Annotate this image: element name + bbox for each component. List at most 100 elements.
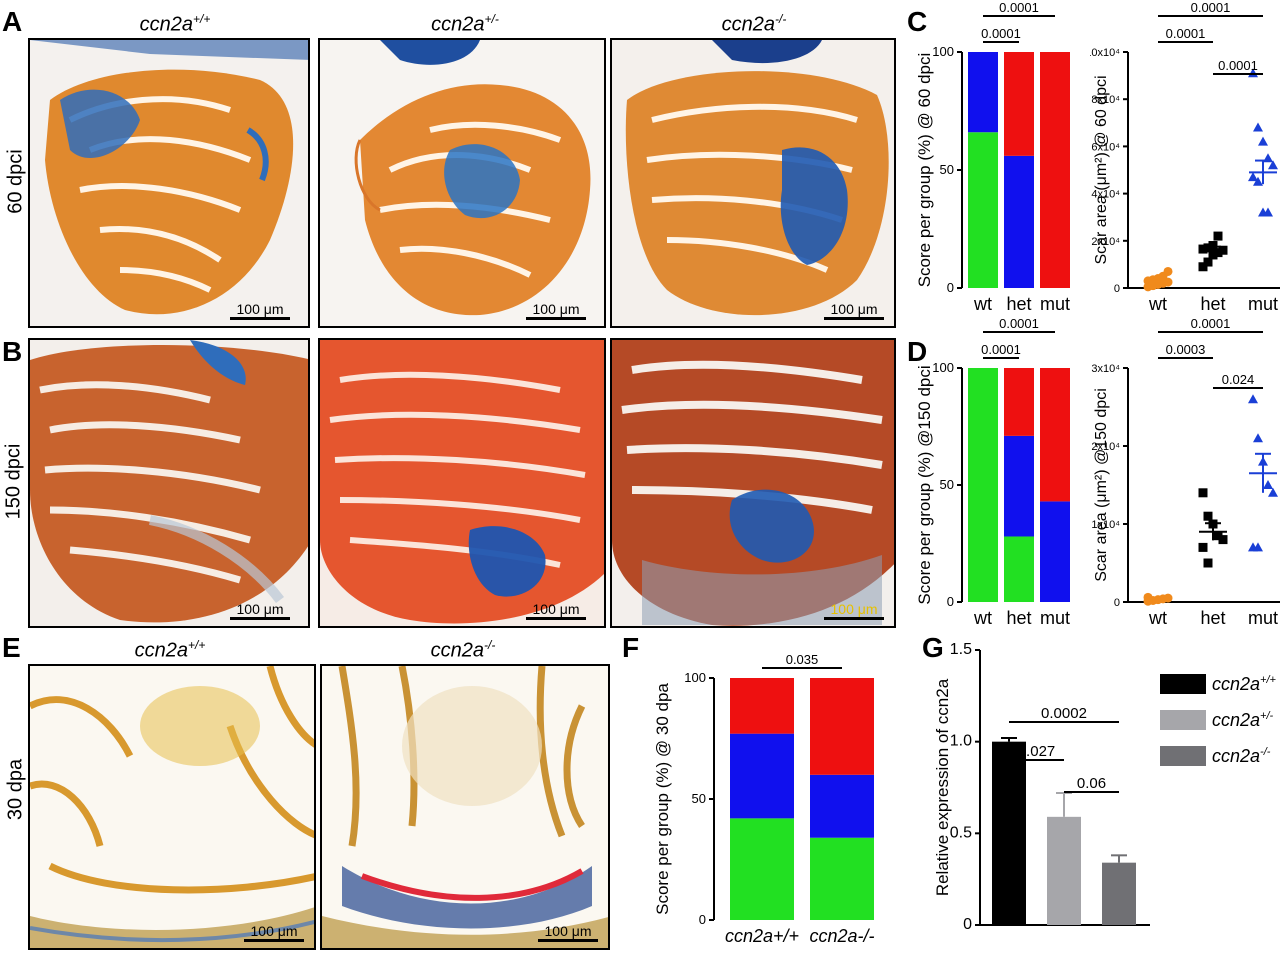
f-score-pvalue-label: 0.035 — [786, 652, 819, 667]
c-score-bar-red — [1040, 52, 1070, 288]
scale-bar-b-mut: 100 μm — [824, 601, 884, 620]
c-score-bar-blue — [968, 52, 998, 133]
d-scar-point-mut — [1248, 394, 1258, 404]
g-expr-y-tick-label: 1.5 — [950, 641, 972, 658]
micrograph-a-wt: 100 μm — [28, 38, 310, 328]
d-scar-category-label: wt — [1148, 608, 1167, 628]
g-legend-swatch — [1160, 746, 1206, 766]
genotype-header-e-wt: ccn2a+/+ — [134, 638, 206, 662]
g-expr-pvalue-label: 0.0002 — [1041, 705, 1087, 722]
c-score-bar-red — [1004, 52, 1034, 156]
d-score-pvalue-label: 0.0001 — [999, 318, 1039, 331]
f-score-y-tick-label: 0 — [699, 912, 706, 927]
c-scar-category-label: het — [1200, 294, 1225, 314]
d-score-category-label: wt — [973, 608, 992, 628]
g-expr-pvalue-label: 0.06 — [1077, 775, 1106, 792]
d-scar-pvalue-label: 0.024 — [1222, 372, 1255, 387]
d-scar-y-label: Scar area (μm²) @150 dpci — [1093, 388, 1110, 582]
heart-section-b-mut — [612, 340, 894, 626]
genotype-header-e-mut: ccn2a-/- — [430, 638, 496, 662]
row-label-30dpa: 30 dpa — [4, 758, 27, 821]
d-score-y-tick-label: 0 — [947, 594, 954, 609]
c-scar-point-mut — [1263, 207, 1273, 217]
d-scar-point-het — [1203, 511, 1213, 521]
g-expr-bar — [992, 741, 1026, 925]
f-score-bar-blue — [810, 774, 874, 838]
d-scar-point-het — [1203, 558, 1213, 568]
panel-label-a: A — [2, 6, 23, 37]
micrograph-a-mut: 100 μm — [610, 38, 896, 328]
d-scar-point-mut — [1253, 542, 1263, 552]
d-scar-point-mut — [1263, 480, 1273, 489]
c-score-pvalue-label: 0.0001 — [981, 26, 1021, 41]
chart-c-scar-area: 0 2x10⁴ 4x10⁴ 6x10⁴ 8x10⁴ 10x10⁴ Scar area (μm… — [1090, 0, 1280, 314]
c-scar-point-het — [1203, 243, 1213, 253]
heart-section-b-wt — [30, 340, 308, 623]
f-score-category-label: ccn2a+/+ — [725, 926, 799, 946]
c-scar-y-tick-label: 8x10⁴ — [1091, 94, 1120, 106]
d-score-bar-blue — [1004, 435, 1034, 537]
scale-bar-a-mut: 100 μm — [824, 301, 884, 320]
c-score-category-label: wt — [973, 294, 992, 314]
d-scar-pvalue-label: 0.0001 — [1191, 318, 1231, 331]
d-scar-y-tick-label: 0 — [1114, 597, 1120, 609]
f-score-bar-blue — [730, 733, 794, 819]
heart-section-b-het — [320, 340, 604, 624]
g-legend-label: ccn2a+/+ — [1212, 674, 1277, 694]
d-scar-point-het — [1198, 488, 1208, 498]
g-expr-bar — [1047, 816, 1081, 925]
c-scar-point-het — [1198, 262, 1208, 272]
f-score-bar-red — [810, 678, 874, 775]
panel-label-e: E — [2, 632, 21, 663]
f-score-y-tick-label: 100 — [684, 670, 706, 685]
d-score-category-label: mut — [1040, 608, 1070, 628]
c-scar-y-label: Scar area (μm²) @ 60 dpci — [1093, 75, 1110, 264]
heart-section-a-het — [354, 40, 591, 316]
micrograph-b-mut: 100 μm — [610, 338, 896, 628]
panel-label-g: G — [922, 632, 944, 663]
chart-g-expression: 0 0.5 1.0 1.5 Relative expression of ccn2a 0.… — [933, 641, 1277, 933]
panel-label-c: C — [907, 6, 928, 37]
d-score-bar-red — [1040, 368, 1070, 502]
genotype-header-het: ccn2a+/- — [431, 12, 499, 36]
c-score-category-label: mut — [1040, 294, 1070, 314]
d-score-y-label: Score per group (%) @150 dpci — [915, 365, 934, 604]
d-score-y-tick-label: 50 — [940, 477, 954, 492]
scale-bar-b-wt: 100 μm — [230, 601, 290, 620]
g-expr-pvalue-label: 0.027 — [1018, 743, 1056, 760]
g-expr-y-tick-label: 0 — [963, 916, 972, 933]
g-legend-label: ccn2a+/- — [1212, 710, 1274, 730]
c-scar-y-tick-label: 0 — [1114, 283, 1120, 295]
heart-section-a-mut — [625, 40, 889, 316]
c-scar-y-tick-label: 2x10⁴ — [1091, 236, 1120, 248]
d-scar-point-het — [1198, 542, 1208, 552]
d-score-bar-red — [1004, 368, 1034, 436]
d-scar-point-mut — [1253, 433, 1263, 443]
c-score-y-tick-label: 100 — [932, 44, 954, 59]
c-scar-y-tick-label: 6x10⁴ — [1091, 141, 1120, 153]
heart-section-e-mut — [322, 666, 608, 948]
c-score-bar-green — [968, 132, 998, 288]
panel-label-f: F — [622, 632, 640, 663]
micrograph-a-het: 100 μm — [318, 38, 606, 328]
c-scar-point-wt — [1163, 266, 1173, 276]
c-scar-category-label: mut — [1248, 294, 1278, 314]
g-legend-label: ccn2a-/- — [1212, 746, 1271, 766]
c-score-y-label: Score per group (%) @ 60 dpci — [915, 53, 934, 288]
micrograph-b-het: 100 μm — [318, 338, 606, 628]
d-scar-y-tick-label: 2x10⁴ — [1091, 441, 1120, 453]
micrograph-e-wt: 100 μm — [28, 664, 316, 950]
c-scar-y-tick-label: 4x10⁴ — [1091, 189, 1120, 201]
d-score-bar-blue — [1040, 501, 1070, 602]
scale-bar-e-mut: 100 μm — [538, 923, 598, 942]
scale-bar-b-het: 100 μm — [526, 601, 586, 620]
scale-bar-e-wt: 100 μm — [244, 923, 304, 942]
g-expr-y-label: Relative expression of ccn2a — [933, 678, 952, 896]
genotype-header-mut: ccn2a-/- — [721, 12, 787, 36]
row-label-150dpci: 150 dpci — [2, 443, 25, 520]
chart-f-score: 0 50 100 Score per group (%) @ 30 dpa ccn2a+… — [653, 652, 875, 946]
c-scar-pvalue-label: 0.0001 — [1191, 0, 1231, 15]
d-score-bar-green — [1004, 536, 1034, 602]
